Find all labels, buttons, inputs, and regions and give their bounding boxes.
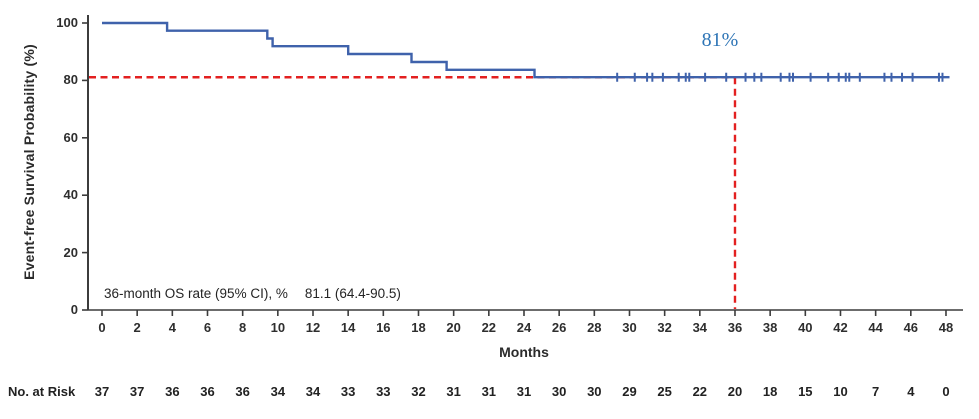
risk-count: 31 bbox=[516, 384, 532, 399]
x-tick-label: 14 bbox=[340, 320, 356, 335]
y-tick-label: 60 bbox=[63, 129, 78, 145]
stat-annotation-value: 81.1 (64.4-90.5) bbox=[304, 286, 401, 301]
x-tick-label: 4 bbox=[168, 320, 176, 335]
risk-table-label: No. at Risk bbox=[8, 384, 76, 399]
x-tick-label: 2 bbox=[133, 320, 141, 335]
risk-count: 29 bbox=[622, 384, 637, 399]
x-tick-label: 40 bbox=[798, 320, 813, 335]
risk-count: 33 bbox=[376, 384, 391, 399]
x-tick-label: 30 bbox=[622, 320, 637, 335]
risk-count: 36 bbox=[200, 384, 215, 399]
risk-count: 33 bbox=[340, 384, 356, 399]
x-tick-label: 28 bbox=[587, 320, 602, 335]
risk-count: 7 bbox=[872, 384, 880, 399]
x-tick-label: 6 bbox=[203, 320, 212, 335]
x-tick-label: 24 bbox=[516, 320, 532, 335]
risk-count: 10 bbox=[833, 384, 848, 399]
y-tick-label: 20 bbox=[63, 244, 78, 260]
percent-annotation: 81% bbox=[701, 29, 739, 51]
risk-count: 34 bbox=[305, 384, 321, 399]
y-tick-label: 0 bbox=[70, 302, 78, 317]
risk-count: 36 bbox=[165, 384, 180, 399]
y-tick-label: 80 bbox=[63, 72, 78, 88]
x-tick-label: 18 bbox=[411, 320, 426, 335]
x-tick-label: 44 bbox=[868, 320, 883, 335]
risk-count: 18 bbox=[762, 384, 778, 399]
x-tick-label: 48 bbox=[938, 320, 954, 335]
x-tick-label: 8 bbox=[239, 320, 247, 335]
x-tick-label: 0 bbox=[98, 320, 106, 335]
x-tick-label: 42 bbox=[833, 320, 848, 335]
risk-count: 4 bbox=[907, 384, 915, 399]
risk-count: 30 bbox=[587, 384, 602, 399]
risk-count: 22 bbox=[692, 384, 708, 399]
risk-count: 20 bbox=[727, 384, 743, 399]
risk-count: 31 bbox=[446, 384, 461, 399]
risk-count: 36 bbox=[235, 384, 250, 399]
risk-count: 0 bbox=[942, 384, 950, 399]
risk-count: 30 bbox=[551, 384, 567, 399]
risk-count: 32 bbox=[411, 384, 426, 399]
risk-count: 34 bbox=[270, 384, 286, 399]
y-tick-label: 100 bbox=[56, 15, 78, 30]
x-tick-label: 38 bbox=[762, 320, 778, 335]
risk-count: 37 bbox=[94, 384, 110, 399]
y-axis-title: Event-free Survival Probability (%) bbox=[21, 44, 37, 280]
x-tick-label: 10 bbox=[270, 320, 286, 335]
stat-annotation: 36-month OS rate (95% CI), % 81.1 (64.4-9… bbox=[104, 286, 401, 301]
risk-count: 25 bbox=[657, 384, 672, 399]
y-tick-label: 40 bbox=[63, 187, 78, 203]
risk-count: 31 bbox=[481, 384, 497, 399]
x-tick-label: 16 bbox=[376, 320, 391, 335]
x-tick-label: 22 bbox=[481, 320, 497, 335]
x-tick-label: 20 bbox=[446, 320, 461, 335]
x-tick-label: 12 bbox=[305, 320, 321, 335]
x-tick-label: 36 bbox=[727, 320, 743, 335]
x-tick-label: 32 bbox=[657, 320, 672, 335]
x-tick-label: 46 bbox=[903, 320, 919, 335]
risk-count: 15 bbox=[798, 384, 813, 399]
risk-count: 37 bbox=[129, 384, 145, 399]
stat-annotation-label: 36-month OS rate (95% CI), % bbox=[104, 286, 288, 301]
survival-step-curve bbox=[102, 21, 950, 79]
x-tick-label: 26 bbox=[551, 320, 567, 335]
x-axis-title: Months bbox=[499, 344, 549, 360]
x-tick-label: 34 bbox=[692, 320, 708, 335]
